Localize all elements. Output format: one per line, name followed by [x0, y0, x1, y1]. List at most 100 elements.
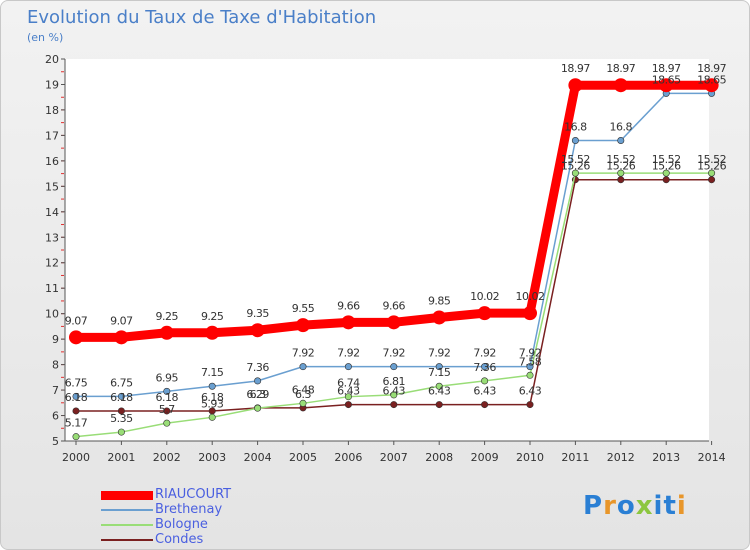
- data-label-brethenay: 7.92: [383, 347, 406, 360]
- data-label-bologne: 15.52: [652, 153, 681, 166]
- legend-label: Bologne: [155, 517, 208, 532]
- data-label-riaucourt: 9.85: [428, 294, 451, 307]
- y-tick-label: 7: [52, 384, 59, 397]
- x-tick-label: 2010: [516, 451, 544, 464]
- x-tick-label: 2003: [198, 451, 226, 464]
- data-label-brethenay: 18.65: [652, 73, 681, 86]
- data-point-bologne: [481, 377, 489, 385]
- y-tick-label: 9: [52, 333, 59, 346]
- y-tick-label: 13: [45, 231, 59, 244]
- data-point-brethenay: [526, 363, 534, 371]
- data-label-bologne: 5.93: [201, 397, 224, 410]
- logo-letter: x: [635, 491, 654, 521]
- data-label-riaucourt: 18.97: [561, 62, 590, 75]
- data-point-bologne: [617, 169, 625, 177]
- x-tick-label: 2012: [607, 451, 635, 464]
- logo-letter: i: [676, 491, 687, 521]
- data-point-brethenay: [163, 387, 171, 395]
- data-point-riaucourt: [341, 315, 356, 330]
- y-tick-label: 20: [45, 53, 59, 66]
- data-point-condes: [708, 176, 716, 184]
- legend-item-riaucourt: RIAUCOURT: [101, 487, 261, 503]
- data-point-condes: [617, 176, 625, 184]
- data-label-brethenay: 7.92: [337, 347, 360, 360]
- legend-swatch: [101, 490, 153, 500]
- legend-label: Brethenay: [155, 502, 223, 517]
- logo-letter: t: [663, 491, 677, 521]
- data-point-riaucourt: [296, 318, 310, 333]
- x-tick-label: 2013: [652, 451, 680, 464]
- data-label-condes: 6.3: [250, 388, 266, 401]
- data-point-bologne: [435, 382, 443, 390]
- data-point-brethenay: [208, 382, 216, 390]
- legend-label: RIAUCOURT: [155, 487, 232, 502]
- data-point-riaucourt: [69, 330, 83, 345]
- data-point-condes: [390, 401, 398, 409]
- data-label-riaucourt: 10.02: [516, 290, 545, 303]
- data-point-bologne: [344, 393, 352, 401]
- data-label-riaucourt: 9.66: [337, 299, 360, 312]
- data-label-brethenay: 7.15: [201, 366, 224, 379]
- data-label-riaucourt: 9.66: [383, 299, 406, 312]
- data-label-brethenay: 6.75: [65, 376, 88, 389]
- data-point-bologne: [526, 371, 534, 379]
- data-label-riaucourt: 9.07: [65, 314, 88, 327]
- legend-item-bologne: Bologne: [101, 517, 261, 533]
- data-point-riaucourt: [114, 330, 129, 345]
- x-tick-label: 2006: [334, 451, 362, 464]
- data-label-bologne: 5.35: [110, 412, 133, 425]
- data-label-bologne: 5.7: [159, 403, 175, 416]
- data-point-bologne: [117, 428, 125, 436]
- y-tick-label: 17: [45, 129, 59, 142]
- proxiti-logo: Proxiti: [583, 491, 687, 521]
- data-label-bologne: 6.81: [383, 375, 406, 388]
- y-tick-label: 5: [52, 435, 59, 448]
- data-point-bologne: [254, 404, 262, 412]
- data-point-riaucourt: [250, 323, 265, 338]
- data-point-condes: [662, 176, 670, 184]
- chart-title: Evolution du Taux de Taxe d'Habitation: [27, 7, 377, 28]
- data-point-riaucourt: [205, 325, 220, 340]
- data-point-brethenay: [435, 363, 443, 371]
- x-tick-label: 2004: [244, 451, 272, 464]
- data-label-riaucourt: 10.02: [470, 290, 499, 303]
- chart-subtitle: (en %): [27, 31, 64, 44]
- y-tick-label: 15: [45, 180, 59, 193]
- data-point-brethenay: [617, 136, 625, 144]
- data-label-bologne: 15.52: [561, 153, 590, 166]
- data-point-bologne: [72, 433, 80, 441]
- data-point-bologne: [390, 391, 398, 399]
- y-tick-label: 8: [52, 359, 59, 372]
- data-point-bologne: [662, 169, 670, 177]
- data-label-condes: 15.26: [652, 160, 681, 173]
- data-point-brethenay: [72, 392, 80, 400]
- data-label-riaucourt: 9.35: [246, 307, 269, 320]
- legend-swatch: [101, 539, 153, 541]
- y-tick-label: 11: [45, 282, 59, 295]
- x-tick-label: 2009: [471, 451, 499, 464]
- legend-item-brethenay: Brethenay: [101, 502, 261, 518]
- y-tick-label: 14: [45, 206, 59, 219]
- x-tick-label: 2007: [380, 451, 408, 464]
- data-point-brethenay: [571, 136, 579, 144]
- data-label-condes: 6.18: [65, 391, 88, 404]
- data-label-riaucourt: 9.55: [292, 302, 315, 315]
- data-point-riaucourt: [432, 310, 447, 325]
- x-tick-label: 2000: [62, 451, 90, 464]
- data-label-brethenay: 16.8: [564, 120, 587, 133]
- data-label-condes: 15.26: [606, 160, 635, 173]
- logo-letter: o: [616, 491, 636, 521]
- data-label-brethenay: 7.92: [428, 347, 451, 360]
- data-point-brethenay: [390, 363, 398, 371]
- data-label-riaucourt: 9.25: [201, 310, 224, 323]
- data-point-brethenay: [344, 363, 352, 371]
- logo-letter: i: [653, 491, 664, 521]
- data-point-condes: [117, 407, 125, 415]
- data-label-riaucourt: 9.07: [110, 314, 133, 327]
- data-point-brethenay: [117, 392, 125, 400]
- data-label-brethenay: 6.95: [156, 371, 179, 384]
- data-label-brethenay: 7.36: [246, 361, 269, 374]
- data-point-condes: [72, 407, 80, 415]
- data-point-bologne: [571, 169, 579, 177]
- logo-letter: r: [603, 491, 617, 521]
